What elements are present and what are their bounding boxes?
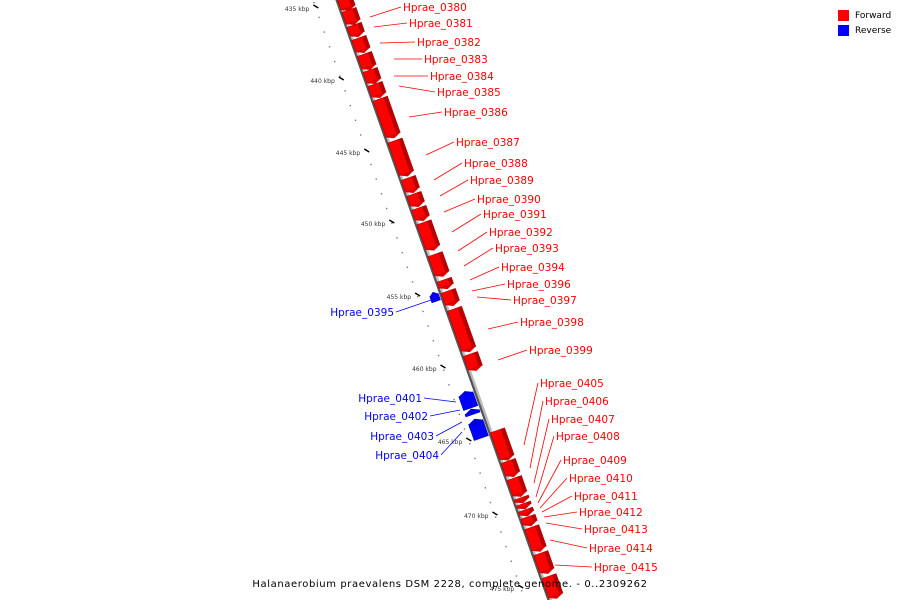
gene-label[interactable]: Hprae_0394: [501, 262, 565, 274]
gene-label[interactable]: Hprae_0395: [330, 307, 394, 319]
forward-gene-block[interactable]: [436, 276, 454, 291]
gene-label[interactable]: Hprae_0404: [375, 450, 439, 462]
forward-gene-block[interactable]: [500, 458, 521, 479]
gene-label[interactable]: Hprae_0389: [470, 175, 534, 187]
forward-swatch: [838, 10, 849, 21]
forward-gene-block[interactable]: [427, 251, 450, 280]
forward-gene-block[interactable]: [515, 500, 532, 512]
tick-label: 440 kbp: [310, 78, 335, 85]
tick-label: 435 kbp: [285, 6, 310, 13]
forward-gene-block[interactable]: [387, 137, 415, 179]
gene-label[interactable]: Hprae_0409: [563, 455, 627, 467]
tick-label: 445 kbp: [336, 150, 361, 157]
forward-gene-block[interactable]: [541, 573, 564, 600]
gene-label[interactable]: Hprae_0402: [364, 411, 428, 423]
gene-label[interactable]: Hprae_0399: [529, 345, 593, 357]
gene-label[interactable]: Hprae_0380: [403, 2, 467, 14]
reverse-swatch: [838, 25, 849, 36]
forward-gene-block[interactable]: [513, 494, 530, 506]
gene-label[interactable]: Hprae_0405: [540, 378, 604, 390]
gene-labels: Hprae_0380 Hprae_0381 Hprae_0382 Hprae_0383…: [330, 2, 658, 574]
forward-gene-block[interactable]: [351, 35, 371, 55]
gene-label[interactable]: Hprae_0403: [370, 431, 434, 443]
gene-label[interactable]: Hprae_0410: [569, 473, 633, 485]
gene-label[interactable]: Hprae_0411: [574, 491, 638, 503]
tick-label: 460 kbp: [412, 366, 437, 373]
reverse-gene-block[interactable]: [429, 290, 441, 304]
gene-label[interactable]: Hprae_0388: [464, 158, 528, 170]
forward-gene-block[interactable]: [447, 305, 477, 354]
forward-gene-block[interactable]: [357, 51, 377, 72]
gene-label[interactable]: Hprae_0406: [545, 396, 609, 408]
gene-label[interactable]: Hprae_0408: [556, 431, 620, 443]
gene-label[interactable]: Hprae_0383: [424, 54, 488, 66]
genome-caption: Halanaerobium praevalens DSM 2228, compl…: [252, 579, 648, 590]
legend-reverse: Reverse: [838, 23, 891, 38]
tick-label: 470 kbp: [464, 513, 489, 520]
forward-gene-block[interactable]: [463, 351, 483, 373]
gene-label[interactable]: Hprae_0384: [430, 71, 494, 83]
gene-label[interactable]: Hprae_0415: [594, 562, 658, 574]
gene-label[interactable]: Hprae_0414: [589, 543, 653, 555]
tick-label: 475 kbp: [490, 586, 515, 593]
forward-gene-block[interactable]: [372, 95, 401, 141]
gene-label[interactable]: Hprae_0391: [483, 209, 547, 221]
gene-label[interactable]: Hprae_0413: [584, 524, 648, 536]
tick-label: 450 kbp: [361, 221, 386, 228]
legend-forward: Forward: [838, 8, 891, 23]
forward-gene-block[interactable]: [362, 66, 382, 86]
legend: Forward Reverse: [838, 8, 891, 38]
forward-gene-block[interactable]: [406, 190, 426, 209]
gene-blocks: [335, 0, 564, 600]
forward-gene-block[interactable]: [416, 219, 441, 253]
forward-gene-block[interactable]: [400, 175, 420, 195]
forward-gene-block[interactable]: [341, 7, 361, 27]
forward-gene-block[interactable]: [367, 80, 387, 100]
gene-label[interactable]: Hprae_0387: [456, 137, 520, 149]
backbone: [335, 0, 550, 600]
gene-label[interactable]: Hprae_0382: [417, 37, 481, 49]
gene-label[interactable]: Hprae_0390: [477, 194, 541, 206]
forward-gene-block[interactable]: [524, 524, 548, 555]
tick-label: 465 kbp: [438, 439, 463, 446]
scale-ruler: 435 kbp 440 kbp 445 kbp 450 kbp 455 kbp 460 k…: [285, 2, 524, 593]
forward-gene-block[interactable]: [335, 0, 357, 13]
forward-gene-block[interactable]: [520, 513, 538, 528]
reverse-gene-block[interactable]: [468, 419, 489, 441]
gene-label[interactable]: Hprae_0396: [507, 279, 571, 291]
gene-label[interactable]: Hprae_0393: [495, 243, 559, 255]
reverse-gene-block[interactable]: [464, 406, 481, 418]
gene-label[interactable]: Hprae_0407: [551, 414, 615, 426]
gene-label[interactable]: Hprae_0392: [489, 227, 553, 239]
forward-gene-block[interactable]: [518, 506, 535, 519]
gene-label[interactable]: Hprae_0412: [579, 507, 643, 519]
forward-gene-block[interactable]: [533, 550, 555, 577]
forward-gene-block[interactable]: [490, 427, 515, 463]
forward-gene-block[interactable]: [411, 204, 431, 223]
gene-label[interactable]: Hprae_0386: [444, 107, 508, 119]
forward-gene-block[interactable]: [346, 21, 365, 39]
gene-label[interactable]: Hprae_0385: [437, 87, 501, 99]
gene-label[interactable]: Hprae_0397: [513, 295, 577, 307]
gene-label[interactable]: Hprae_0398: [520, 317, 584, 329]
gene-label[interactable]: Hprae_0401: [358, 393, 422, 405]
forward-gene-block[interactable]: [506, 475, 528, 500]
forward-gene-block[interactable]: [440, 288, 460, 308]
reverse-gene-block[interactable]: [458, 389, 479, 411]
legend-forward-label: Forward: [855, 10, 892, 21]
tick-label: 455 kbp: [387, 294, 412, 301]
gene-label[interactable]: Hprae_0381: [409, 18, 473, 30]
legend-reverse-label: Reverse: [855, 25, 892, 36]
